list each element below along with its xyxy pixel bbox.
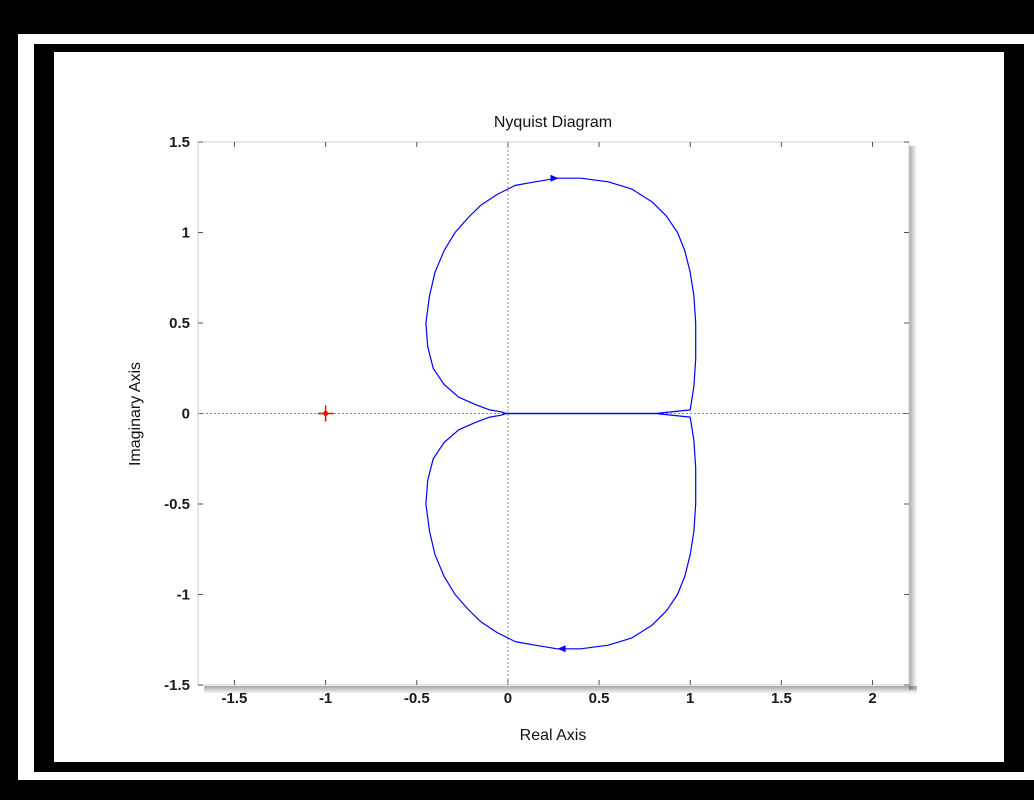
y-tick-label: -0.5 [164,496,190,513]
y-tick-label: 0.5 [169,315,190,332]
y-tick-label: 0 [182,406,190,423]
y-tick-label: 1 [182,225,190,242]
direction-arrow [557,645,566,653]
x-tick-label: 0.5 [589,690,610,707]
zero-lines [198,142,909,685]
x-tick-label: 1 [686,690,694,707]
x-tick-label: 2 [868,690,876,707]
y-tick-label: -1 [177,587,190,604]
x-tick-label: -1 [319,690,332,707]
x-tick-label: -0.5 [404,690,430,707]
direction-arrow [550,174,559,182]
y-tick-label: -1.5 [164,677,190,694]
x-tick-labels: -1.5 -1 -0.5 0 0.5 1 1.5 2 [222,690,877,707]
critical-point [323,411,329,416]
chart-title: Nyquist Diagram [494,114,612,131]
x-axis-title: Real Axis [520,727,587,744]
y-axis-title: Imaginary Axis [127,362,144,466]
x-tick-label: 1.5 [771,690,792,707]
y-tick-labels: 1.5 1 0.5 0 -0.5 -1 -1.5 [164,134,190,694]
plot-shadow-bottom [204,686,917,694]
nyquist-curves [425,177,697,650]
y-tick-label: 1.5 [169,134,190,151]
plot-shadow-right [909,146,917,690]
x-tick-label: -1.5 [222,690,248,707]
negative-frequency-curve [425,412,697,650]
markers [317,174,566,653]
x-tick-label: 0 [504,690,512,707]
